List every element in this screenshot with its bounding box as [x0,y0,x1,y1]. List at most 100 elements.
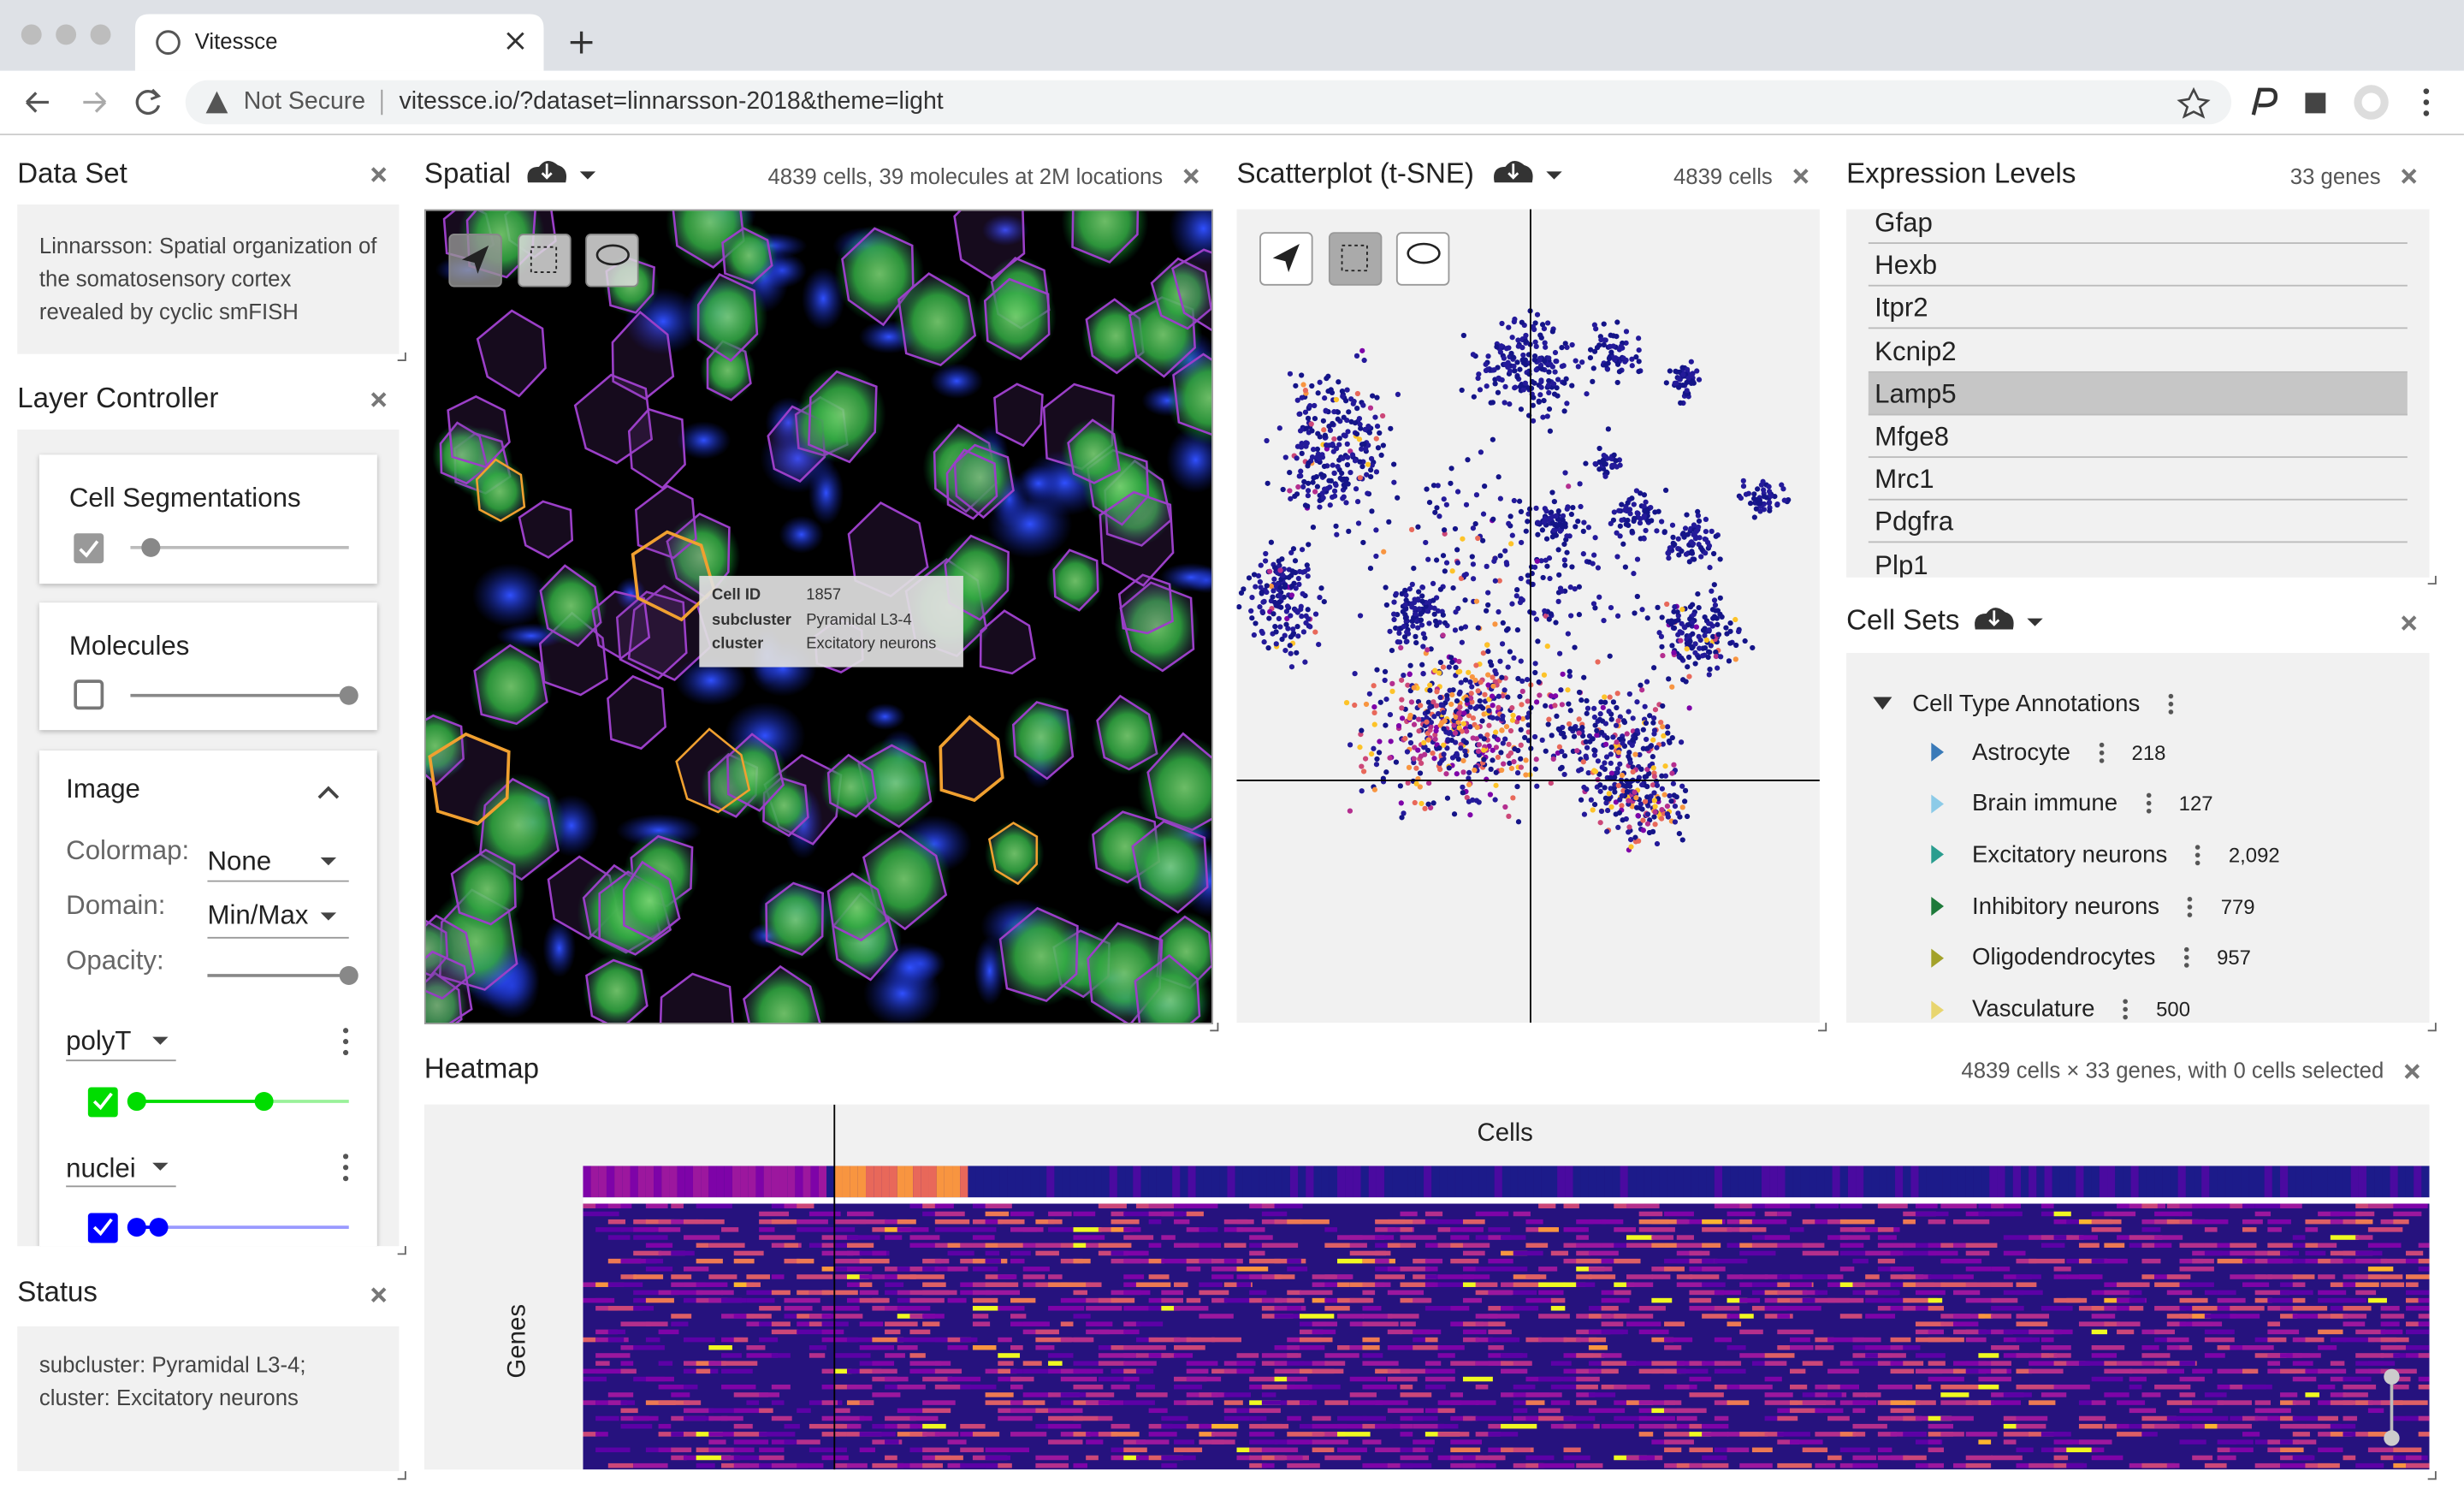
tab-title[interactable]: Vitessce [194,28,278,54]
scatter-point [1485,649,1491,655]
heatmap-cell [1915,1462,1928,1468]
scatter-point [1745,490,1752,496]
heatmap-cell [1576,1376,1600,1382]
heatmap-cell [1148,1219,1162,1225]
cell-set-bar [1015,1166,1023,1198]
heatmap-cell [1111,1384,1130,1390]
heatmap-cell [1877,1203,1908,1209]
scatter-point [1534,783,1540,789]
scatter-point [1608,520,1614,527]
heatmap-cell [2154,1211,2183,1217]
gene-row[interactable]: Kcnip2 [1868,329,2408,373]
scatter-point [1644,736,1650,743]
cell-set-name[interactable]: Inhibitory neurons [1972,893,2160,920]
gene-row[interactable]: Gfap [1868,210,2408,244]
heatmap-cell [1651,1297,1673,1303]
heatmap-cell [834,1306,860,1311]
expand-icon[interactable] [1931,793,1944,813]
expand-icon[interactable] [1931,742,1944,762]
menu-dots[interactable] [2188,894,2193,918]
heatmap-cell [1161,1455,1196,1461]
gene-row[interactable]: Pdgfra [1868,501,2408,544]
expand-icon[interactable] [1931,1000,1944,1019]
gene-row[interactable]: Mfge8 [1868,415,2408,459]
cell-set-name[interactable]: Oligodendrocytes [1972,944,2156,971]
heatmap-cell [1362,1314,1393,1319]
gene-row[interactable]: Hexb [1868,244,2408,287]
scatter-point [1709,528,1715,535]
scatter-point [1495,754,1502,761]
scatter-point [1376,750,1383,756]
heatmap-cell [2117,1329,2135,1335]
scatter-point [1446,664,1452,670]
channel-select[interactable]: nuclei [66,1153,136,1184]
heatmap-cell [1928,1439,1941,1445]
heatmap-cell [985,1455,1010,1461]
scatter-point [1633,795,1639,801]
expand-icon[interactable] [1873,697,1892,710]
menu-dots[interactable] [2098,740,2104,764]
heatmap-cell [1513,1250,1543,1256]
cell-set-bar [975,1166,984,1198]
heatmap-cell [1010,1258,1025,1264]
menu-dots[interactable] [2195,843,2200,867]
heatmap-cell [797,1408,811,1414]
scatterplot-view[interactable] [1236,209,1820,1023]
menu-dots[interactable] [2183,946,2189,970]
heatmap-cell [1223,1219,1248,1225]
heatmap[interactable] [583,1166,2430,1470]
scatter-point [1672,604,1678,610]
spatial-view[interactable] [424,209,1213,1024]
cell-signal [1166,350,1212,445]
close-button [1793,169,1809,184]
heatmap-cell [934,1361,951,1366]
expand-icon[interactable] [1931,845,1944,865]
expand-icon[interactable] [1931,897,1944,917]
heatmap-cell [1287,1219,1301,1225]
scatter-point [1602,473,1608,479]
heatmap-cell [1614,1227,1637,1232]
heatmap-cell [1739,1314,1754,1319]
scatter-point [1300,484,1306,489]
colormap-select[interactable]: None [207,846,272,877]
heatmap-cell [2343,1219,2368,1225]
heatmap-cell [1450,1235,1470,1240]
scatter-point [1596,445,1602,452]
scatter-point [1500,693,1506,699]
channel-select[interactable]: polyT [66,1025,132,1056]
cell-outline [631,530,716,622]
scatter-point [1679,548,1685,555]
heatmap-cell [2204,1243,2218,1249]
cell-set-name[interactable]: Vasculature [1972,995,2095,1023]
heatmap-cell [1111,1219,1140,1225]
domain-select[interactable]: Min/Max [207,899,309,930]
cell-set-name[interactable]: Brain immune [1972,790,2118,817]
menu-dots[interactable] [2168,691,2173,715]
heatmap-cell [1815,1462,1836,1468]
gene-row[interactable]: Mrc1 [1868,458,2408,501]
expand-icon[interactable] [1931,948,1944,968]
gene-row[interactable]: Itpr2 [1868,287,2408,329]
url[interactable]: vitessce.io/?dataset=linnarsson-2018&the… [399,87,944,116]
heatmap-cell [2141,1353,2171,1358]
scatter-point [1578,797,1584,803]
heatmap-cell [2129,1235,2163,1240]
gene-row[interactable]: Lamp5 [1868,372,2408,416]
scatter-point [1561,771,1567,778]
heatmap-cell [1739,1227,1767,1232]
scatter-point [1505,694,1511,700]
gene-row[interactable]: Plp1 [1869,543,2408,578]
heatmap-cell [872,1423,895,1429]
scatter-point [1416,606,1423,612]
heatmap-cell [2040,1243,2065,1249]
heatmap-cell [1048,1282,1072,1287]
cell-set-bar [2303,1166,2312,1198]
menu-dots[interactable] [2123,997,2129,1022]
scatter-point [1696,604,1702,611]
cell-set-name[interactable]: Astrocyte [1972,739,2070,766]
cell-set-name[interactable]: Excitatory neurons [1972,841,2168,869]
menu-dots[interactable] [2146,792,2151,816]
heatmap-cell [1928,1361,1946,1366]
heatmap-cell [1940,1321,1957,1326]
channel-checkbox [92,1218,113,1237]
